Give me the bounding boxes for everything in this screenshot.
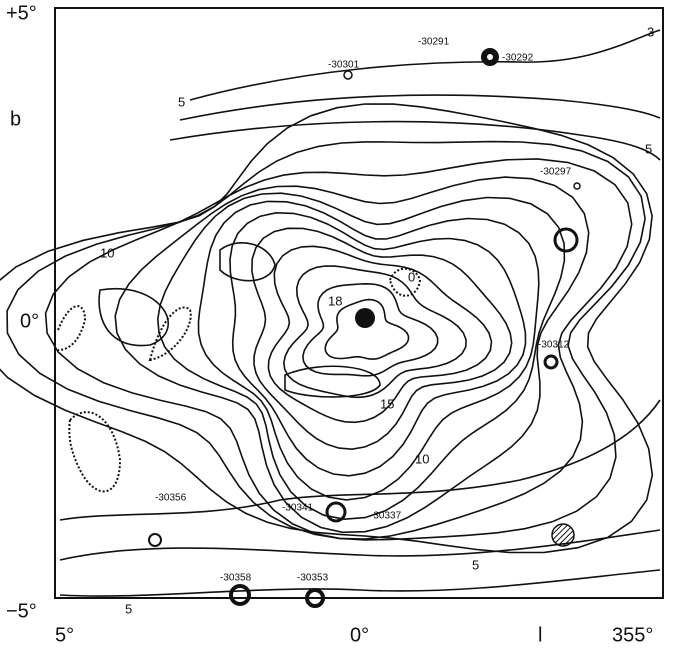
contour-label: 5 bbox=[125, 601, 132, 616]
source bbox=[148, 533, 162, 547]
contours bbox=[0, 29, 661, 597]
source bbox=[487, 54, 493, 60]
contour-label: 18 bbox=[328, 293, 342, 308]
contour-label: 0 bbox=[408, 269, 415, 284]
contour bbox=[156, 192, 566, 521]
contour bbox=[219, 241, 276, 282]
contour-label: 5 bbox=[178, 94, 185, 109]
contour bbox=[179, 94, 661, 121]
source bbox=[553, 227, 579, 253]
x-tick-label: 355° bbox=[612, 624, 653, 646]
source bbox=[229, 584, 251, 606]
source bbox=[573, 182, 581, 190]
x-tick-label: 5° bbox=[55, 624, 74, 646]
source bbox=[305, 588, 325, 608]
source-label: -30353 bbox=[297, 573, 329, 584]
source bbox=[343, 70, 353, 80]
contour bbox=[251, 227, 513, 451]
source bbox=[543, 354, 559, 370]
center-peak bbox=[355, 308, 375, 328]
source-label: -30297 bbox=[540, 167, 572, 178]
source-label: -30292 bbox=[502, 53, 534, 64]
y-axis-label: b bbox=[10, 108, 21, 130]
contour bbox=[59, 569, 661, 597]
contour-label: 15 bbox=[380, 396, 394, 411]
contour bbox=[302, 282, 439, 377]
x-axis-label: l bbox=[538, 624, 542, 646]
source-label: -30312 bbox=[538, 340, 570, 351]
contour-label: 5 bbox=[472, 557, 479, 572]
sources bbox=[148, 48, 581, 608]
negative-contour bbox=[68, 411, 122, 493]
map-frame bbox=[54, 7, 664, 599]
y-tick-label: +5° bbox=[6, 2, 37, 24]
contour-label: 10 bbox=[100, 245, 114, 260]
contour-label: 3 bbox=[647, 24, 654, 39]
contour bbox=[114, 176, 590, 534]
contour bbox=[197, 200, 540, 501]
negative-contour bbox=[57, 305, 87, 351]
contour bbox=[44, 158, 633, 540]
contour bbox=[169, 120, 661, 161]
contour-label: 5 bbox=[645, 141, 652, 156]
contour bbox=[282, 265, 467, 399]
source-label: -30358 bbox=[220, 573, 252, 584]
source-label: -30356 bbox=[155, 493, 187, 504]
contour bbox=[98, 287, 169, 347]
contour bbox=[229, 211, 527, 477]
contour bbox=[267, 245, 493, 424]
negative-contour bbox=[388, 267, 422, 297]
contour bbox=[6, 140, 646, 541]
source-label: -30291 bbox=[418, 37, 450, 48]
contour bbox=[324, 298, 410, 360]
x-tick-label: 0° bbox=[350, 624, 369, 646]
negative-contour bbox=[148, 306, 192, 362]
source-label: -30301 bbox=[328, 60, 360, 71]
beam bbox=[551, 523, 575, 547]
y-tick-label: 0° bbox=[20, 310, 39, 332]
y-tick-label: −5° bbox=[6, 600, 37, 622]
contour bbox=[284, 365, 381, 398]
contour bbox=[0, 103, 654, 554]
source-label: -30337 bbox=[370, 511, 402, 522]
contour-label: 10 bbox=[415, 451, 429, 466]
source bbox=[325, 501, 347, 523]
source-label: -30341 bbox=[282, 503, 314, 514]
